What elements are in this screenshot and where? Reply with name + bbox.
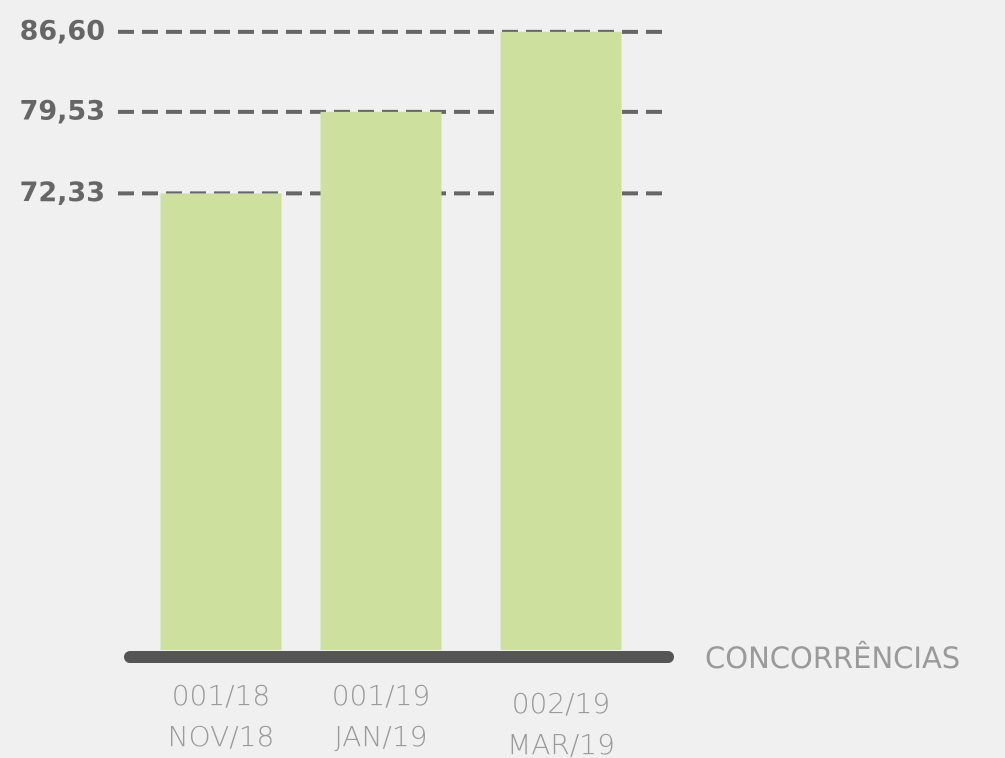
bar — [500, 31, 622, 651]
bar — [320, 111, 442, 650]
x-tick-label: JAN/19 — [335, 720, 428, 753]
bar — [160, 193, 282, 650]
x-tick-label: 002/19 — [512, 687, 611, 720]
value-label: 79,53 — [20, 95, 105, 126]
x-tick-label: 001/19 — [332, 679, 431, 712]
x-tick-label: NOV/18 — [168, 720, 275, 753]
x-tick-label: 001/18 — [172, 679, 271, 712]
x-tick-label: MAR/19 — [507, 728, 615, 758]
x-axis-label: CONCORRÊNCIAS — [705, 641, 960, 675]
value-label: 86,60 — [20, 15, 105, 46]
value-label: 72,33 — [20, 177, 105, 208]
